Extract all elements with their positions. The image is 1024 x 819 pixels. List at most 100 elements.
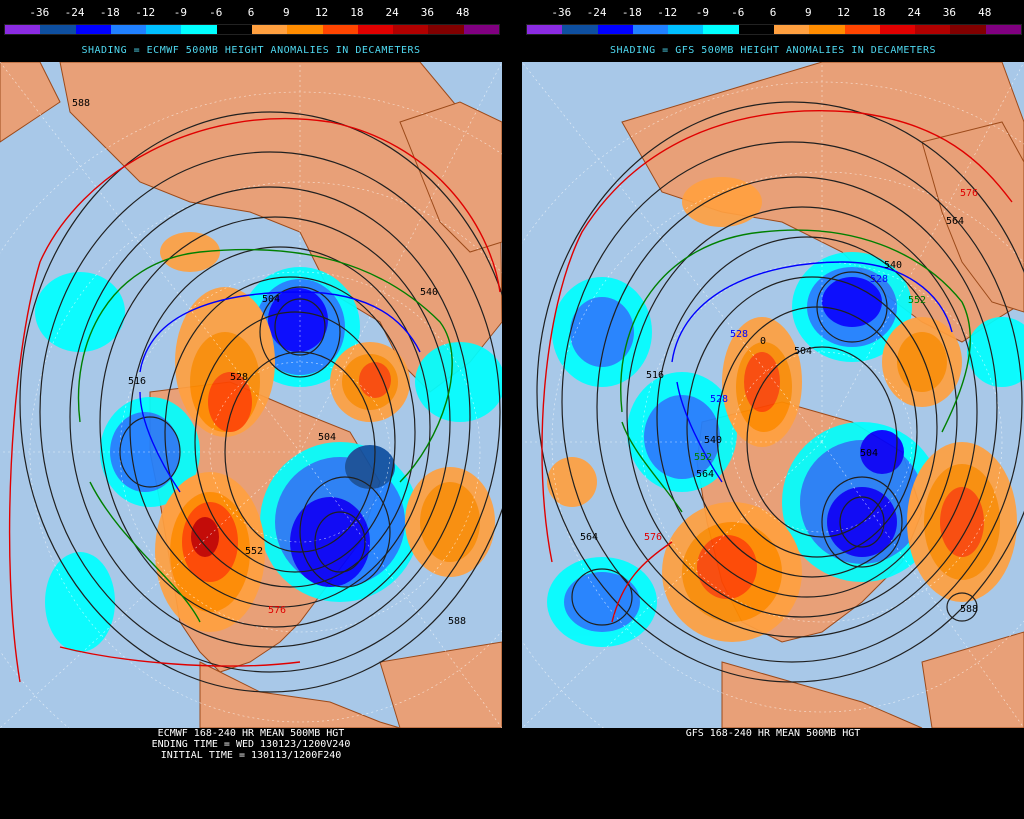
gfs-map-svg: 576 564 540 528 552 528 504 516 528 540 … xyxy=(522,62,1024,728)
contour-label: 504 xyxy=(318,432,336,443)
footer-line-3: INITIAL TIME = 130113/1200F240 xyxy=(160,750,342,761)
south-america-landmass xyxy=(921,631,1024,728)
scale-tick-label: -6 xyxy=(731,6,745,19)
colorbar-segment xyxy=(562,25,598,34)
scale-tick-label: 48 xyxy=(456,6,470,19)
contour-label: 528 xyxy=(870,274,888,285)
colorbar-segment xyxy=(809,25,845,34)
colorbar-segment xyxy=(428,25,464,34)
ecmwf-panel: -36 -24 -18 -12 -9 -6 6 9 12 18 24 36 48 SHADING = E… xyxy=(0,0,502,819)
contour-label: 576 xyxy=(268,605,286,616)
colorbar-segment xyxy=(632,25,669,34)
contour-label: 528 xyxy=(230,372,248,383)
contour-label: 588 xyxy=(72,98,90,109)
scale-tick-label: -18 xyxy=(99,6,120,19)
scale-tick-label: 36 xyxy=(420,6,435,19)
contour-label: 564 xyxy=(580,532,598,543)
europe-landmass xyxy=(399,101,502,253)
anomaly-scale-labels: -36 -24 -18 -12 -9 -6 6 9 12 18 24 36 48 xyxy=(522,6,1024,20)
scale-tick-label: -9 xyxy=(695,6,710,19)
colorbar-segment xyxy=(915,25,951,34)
shading-title: SHADING = ECMWF 500MB HEIGHT ANOMALIES I… xyxy=(81,45,421,56)
colorbar-segment xyxy=(146,25,182,34)
scale-tick-label: -12 xyxy=(657,6,678,19)
ecmwf-footer: ECMWF 168-240 HR MEAN 500MB HGT ENDING T… xyxy=(0,728,502,761)
scale-tick-label: 48 xyxy=(978,6,992,19)
colorbar-segment xyxy=(251,25,288,34)
anomaly-colorbar xyxy=(526,24,1022,35)
scale-tick-label: -36 xyxy=(29,6,50,19)
gfs-panel: -36 -24 -18 -12 -9 -6 6 9 12 18 24 36 48 SHADING = G… xyxy=(522,0,1024,819)
asia-landmass xyxy=(921,121,1024,313)
colorbar-segment xyxy=(985,25,1021,34)
colorbar-segment xyxy=(950,25,986,34)
shading-title: SHADING = GFS 500MB HEIGHT ANOMALIES IN … xyxy=(609,45,937,56)
contour-label: 576 xyxy=(644,532,662,543)
colorbar-segment xyxy=(597,25,633,34)
colorbar-segment xyxy=(287,25,323,34)
contour-552 xyxy=(620,229,971,513)
scale-tick-label: 36 xyxy=(942,6,957,19)
colorbar-segment xyxy=(75,25,111,34)
scale-tick-label: 24 xyxy=(385,6,399,19)
contour-labels: 576 564 540 528 552 528 504 516 528 540 … xyxy=(580,188,978,615)
contour-label: 576 xyxy=(960,188,978,199)
contour-label: 528 xyxy=(710,394,728,405)
scale-tick-label: -24 xyxy=(64,6,85,19)
contour-528 xyxy=(139,291,421,493)
colorbar-segment xyxy=(216,25,252,34)
gfs-footer: GFS 168-240 HR MEAN 500MB HGT xyxy=(522,728,1024,739)
contour-576 xyxy=(8,117,501,683)
colorbar-segment xyxy=(844,25,880,34)
contour-label: 528 xyxy=(730,329,748,340)
colorbar-segment xyxy=(738,25,774,34)
footer-line-1: ECMWF 168-240 HR MEAN 500MB HGT xyxy=(157,728,345,739)
scale-tick-label: 6 xyxy=(769,6,777,19)
contour-label: 552 xyxy=(908,295,926,306)
contour-label: 564 xyxy=(946,216,964,227)
scale-tick-label: -12 xyxy=(135,6,156,19)
scale-tick-label: -24 xyxy=(586,6,607,19)
footer-line-2: ENDING TIME = WED 130123/1200V240 xyxy=(151,739,351,750)
contour-label: 552 xyxy=(245,546,263,557)
contour-label: 516 xyxy=(128,376,146,387)
colorbar-segment xyxy=(703,25,739,34)
gfs-500mb-map: 576 564 540 528 552 528 504 516 528 540 … xyxy=(522,62,1024,728)
contour-label: 0 xyxy=(760,336,766,347)
colorbar-segment xyxy=(322,25,358,34)
colorbar-segment xyxy=(357,25,394,34)
colorbar-segment xyxy=(5,25,41,34)
scale-tick-label: 18 xyxy=(872,6,886,19)
contour-label: 552 xyxy=(694,452,712,463)
scale-tick-label: 12 xyxy=(836,6,851,19)
contour-label: 504 xyxy=(794,346,812,357)
colorbar-segment xyxy=(527,25,563,34)
scale-tick-label: 12 xyxy=(314,6,329,19)
scale-tick-label: -18 xyxy=(621,6,642,19)
contour-label: 504 xyxy=(860,448,878,459)
contour-label: 540 xyxy=(704,435,722,446)
scale-tick-label: 6 xyxy=(247,6,255,19)
south-america-landmass xyxy=(379,641,502,728)
colorbar-segment xyxy=(879,25,916,34)
colorbar-segment xyxy=(110,25,147,34)
scale-tick-label: 9 xyxy=(282,6,290,19)
ecmwf-500mb-map: 588 516 528 504 540 552 504 576 588 xyxy=(0,62,502,728)
footer-line-1: GFS 168-240 HR MEAN 500MB HGT xyxy=(685,728,861,739)
contour-528 xyxy=(671,261,953,483)
central-america-landmass xyxy=(721,661,923,728)
scale-tick-label: -6 xyxy=(209,6,223,19)
height-contours xyxy=(536,101,1024,683)
colorbar-segment xyxy=(40,25,76,34)
contour-label: 504 xyxy=(262,294,280,305)
height-contours xyxy=(19,111,502,693)
contour-label: 516 xyxy=(646,370,664,381)
scale-tick-label: 9 xyxy=(804,6,812,19)
scale-tick-label: 18 xyxy=(350,6,364,19)
anomaly-colorbar xyxy=(4,24,500,35)
contour-label: 564 xyxy=(696,469,714,480)
scale-tick-label: -9 xyxy=(173,6,188,19)
contour-label: 588 xyxy=(960,604,978,615)
colorbar-segment xyxy=(668,25,704,34)
contour-label: 540 xyxy=(884,260,902,271)
